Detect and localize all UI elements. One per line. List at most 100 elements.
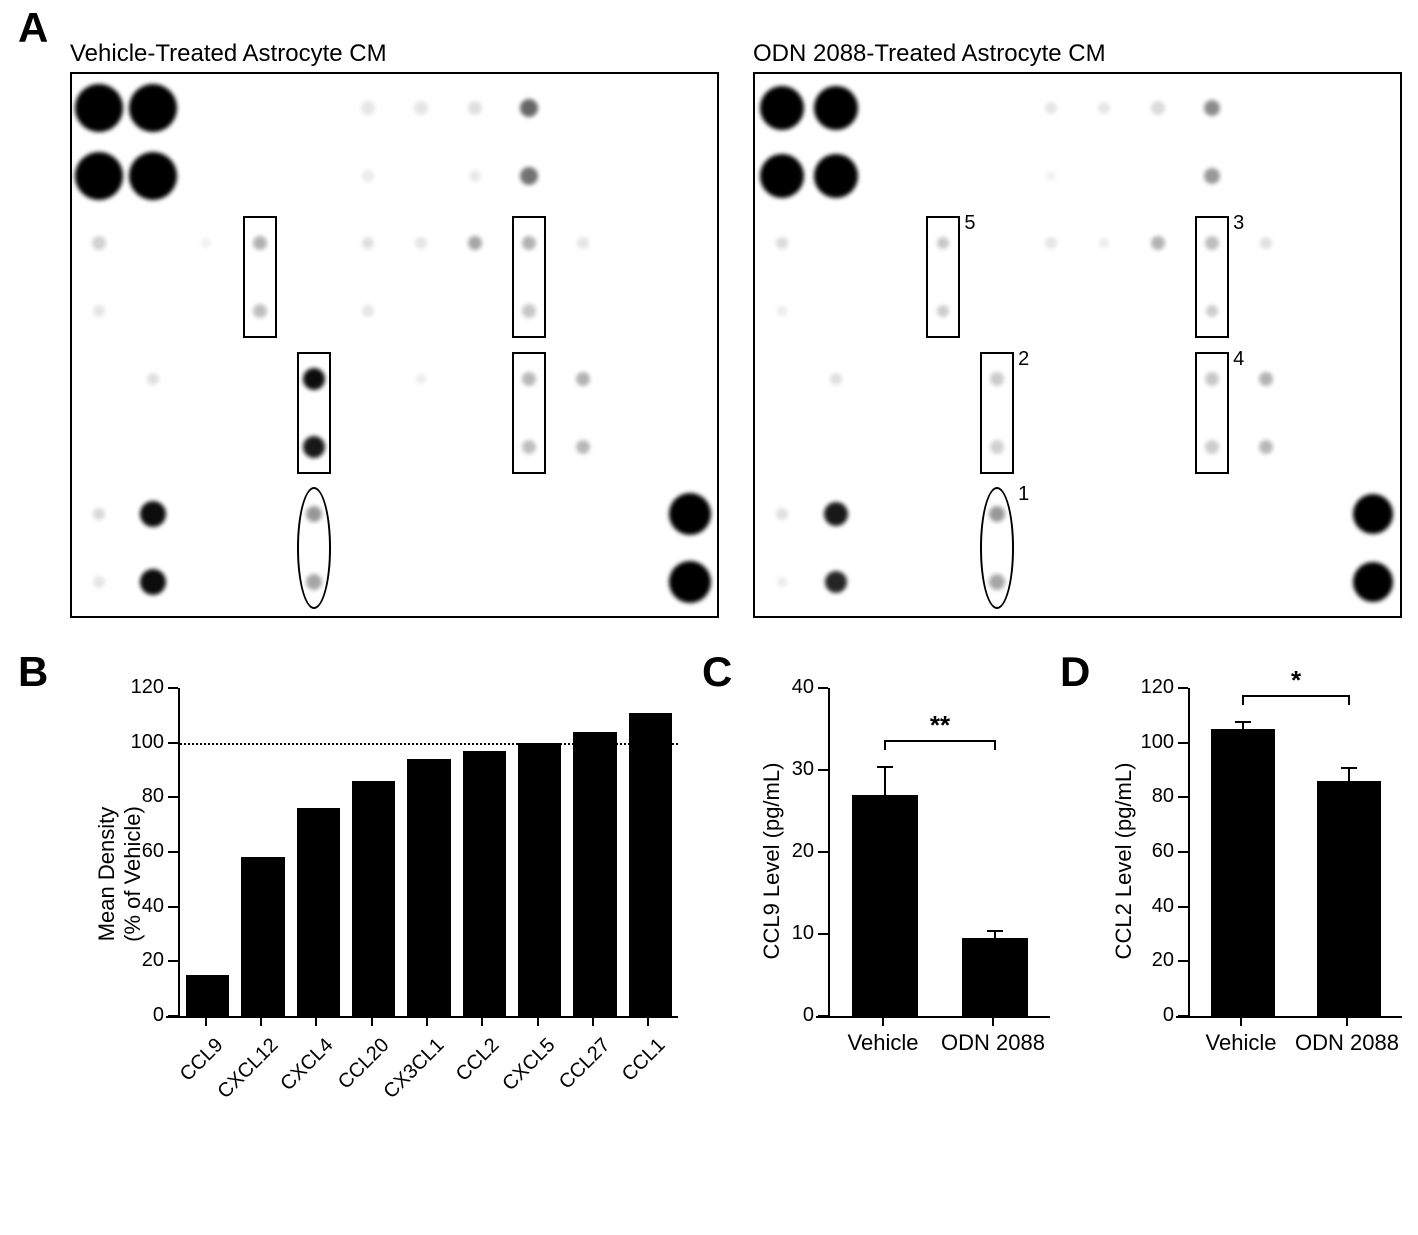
x-tick [992,1016,994,1026]
y-tick-label: 30 [766,758,814,781]
array-dot [576,372,590,386]
y-tick-label: 0 [116,1004,164,1027]
array-dot [1353,494,1393,534]
y-tick [168,1015,178,1017]
array-dot [520,99,538,117]
x-tick [1346,1016,1348,1026]
y-tick-label: 0 [766,1004,814,1027]
array-dot [140,501,166,527]
annotation-rect [926,216,960,338]
panel-c-label: C [702,648,732,696]
annotation-rect [1195,352,1229,474]
bar [1211,729,1275,1016]
array-dot [760,154,804,198]
x-tick [481,1016,483,1026]
y-tick-label: 100 [116,731,164,754]
y-tick-label: 20 [766,840,814,863]
bar [241,857,284,1016]
panel-c-chart: CCL9 Level (pg/mL) ** 010203040VehicleOD… [742,688,1062,1168]
array-dot [825,571,847,593]
array-vehicle [70,72,719,618]
y-tick [1178,796,1188,798]
array-dot [777,577,787,587]
annotation-number: 4 [1233,348,1244,371]
annotation-rect [512,352,546,474]
annotation-rect [1195,216,1229,338]
array-dot [414,101,428,115]
bar [186,975,229,1016]
x-tick [882,1016,884,1026]
bar [852,795,918,1016]
array-odn: 53241 [753,72,1402,618]
significance-tick [1242,695,1244,705]
array-vehicle-title: Vehicle-Treated Astrocyte CM [70,40,719,68]
panel-b-chart: Mean Density (% of Vehicle) 020406080100… [70,688,690,1218]
annotation-rect [297,352,331,474]
y-tick-label: 10 [766,922,814,945]
array-dot [468,236,482,250]
array-vehicle-block: Vehicle-Treated Astrocyte CM [70,40,719,618]
array-dot [147,373,159,385]
array-dot [468,101,482,115]
y-tick-label: 60 [1126,840,1174,863]
error-cap [1341,767,1357,769]
error-bar [884,766,886,795]
array-dot [1099,238,1109,248]
annotation-ellipse [980,487,1014,609]
array-dot [415,237,427,249]
bar [518,743,561,1016]
panel-b-label: B [18,648,48,696]
array-dot [1204,100,1220,116]
array-dot [777,306,787,316]
panel-d-plot: * [1188,688,1402,1018]
significance-text: ** [910,710,970,741]
array-dot [669,561,711,603]
bar [1317,781,1381,1016]
panel-d-chart: CCL2 Level (pg/mL) * 020406080100120Vehi… [1094,688,1414,1168]
x-tick [537,1016,539,1026]
array-dot [416,374,426,384]
y-tick [1178,1015,1188,1017]
array-dot [1045,237,1057,249]
panel-a-label: A [18,4,48,52]
array-dot [824,502,848,526]
array-dot [776,237,788,249]
y-tick-label: 80 [116,785,164,808]
array-dot [1259,440,1273,454]
array-dot [576,440,590,454]
y-tick-label: 0 [1126,1004,1174,1027]
array-dot [814,154,858,198]
array-odn-title: ODN 2088-Treated Astrocyte CM [753,40,1402,68]
significance-tick [994,740,996,750]
panel-c-plot: ** [828,688,1050,1018]
y-tick [818,1015,828,1017]
y-tick-label: 60 [116,840,164,863]
array-dot [361,101,375,115]
array-dot [814,86,858,130]
array-dot [93,305,105,317]
x-tick [647,1016,649,1026]
y-tick [818,933,828,935]
error-cap [987,930,1003,932]
y-tick [168,742,178,744]
annotation-rect [512,216,546,338]
array-dot [1151,101,1165,115]
y-tick-label: 20 [116,949,164,972]
annotation-rect [243,216,277,338]
array-dot [520,167,538,185]
bar [407,759,450,1016]
error-bar [1348,767,1350,781]
array-dot [1260,237,1272,249]
array-dot [1204,168,1220,184]
error-cap [877,766,893,768]
y-tick [168,960,178,962]
y-tick [1178,960,1188,962]
array-dot [669,493,711,535]
array-dot [362,237,374,249]
array-dot [93,576,105,588]
annotation-rect [980,352,1014,474]
error-cap [1235,721,1251,723]
x-tick [205,1016,207,1026]
y-tick-label: 120 [1126,676,1174,699]
y-tick-label: 40 [766,676,814,699]
